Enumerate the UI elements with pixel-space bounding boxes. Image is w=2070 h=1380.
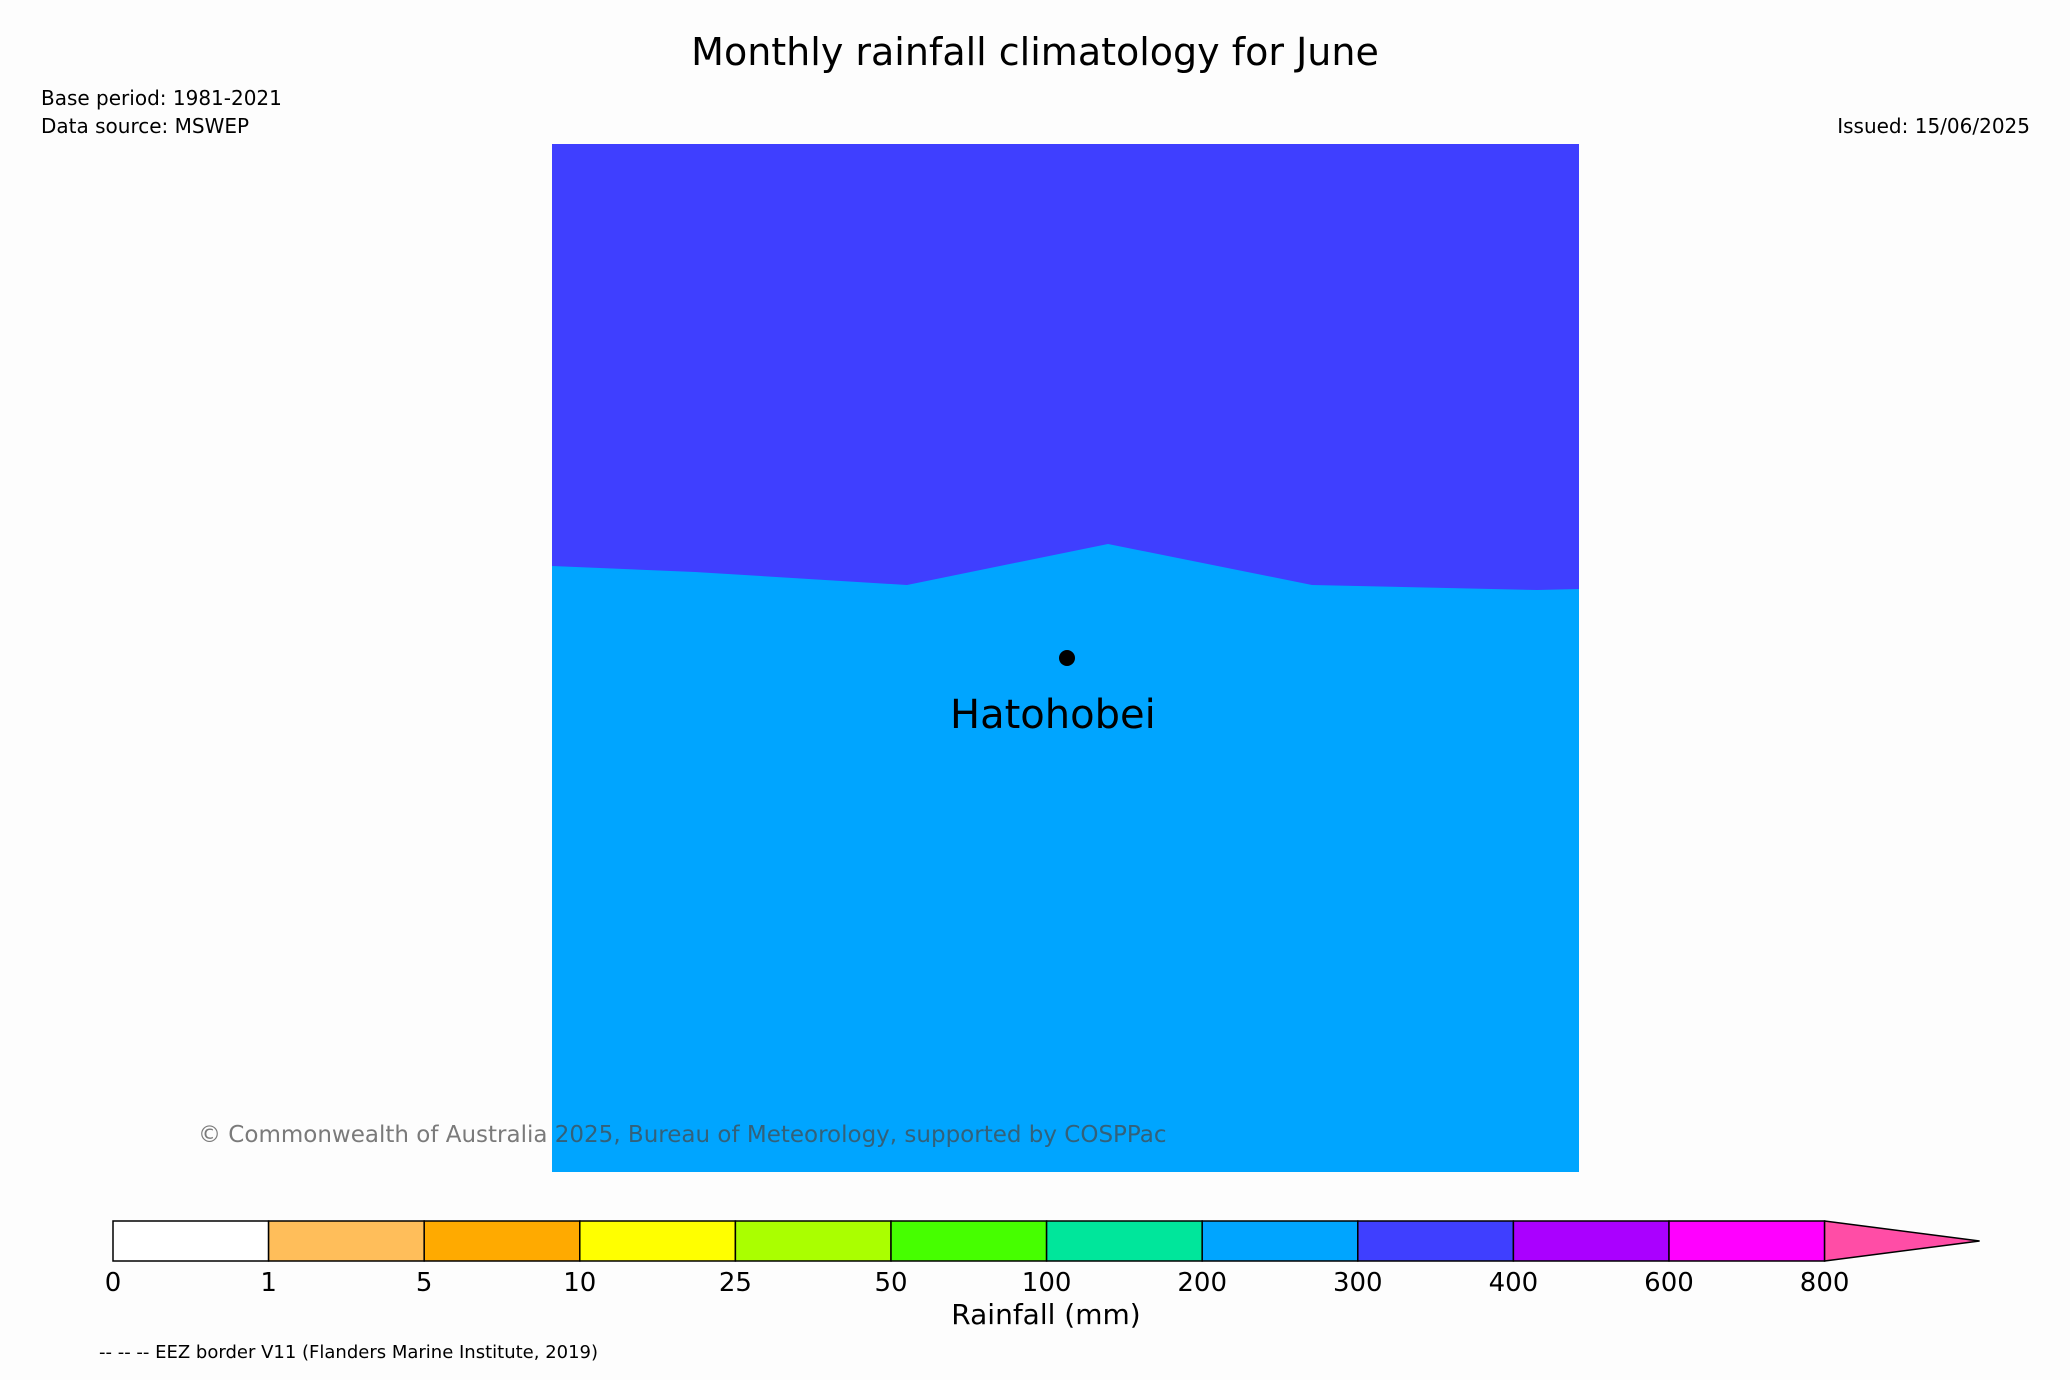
colorbar-tick-label: 1 bbox=[260, 1268, 277, 1298]
colorbar-tick-label: 200 bbox=[1177, 1268, 1228, 1298]
colorbar-segment bbox=[267, 1220, 425, 1262]
data-source: Data source: MSWEP bbox=[41, 114, 250, 138]
colorbar-tick-label: 600 bbox=[1644, 1268, 1694, 1298]
page-title: Monthly rainfall climatology for June bbox=[691, 30, 1379, 74]
colorbar-extend-arrow bbox=[1823, 1220, 1980, 1262]
location-marker bbox=[1059, 650, 1075, 666]
colorbar-segment bbox=[1045, 1220, 1203, 1262]
copyright-text: © Commonwealth of Australia 2025, Bureau… bbox=[198, 1122, 1167, 1148]
colorbar-tick-label: 300 bbox=[1332, 1268, 1383, 1298]
colorbar-segment bbox=[579, 1220, 737, 1262]
colorbar bbox=[112, 1218, 1992, 1268]
colorbar-tick-label: 100 bbox=[1021, 1268, 1072, 1298]
colorbar-segment bbox=[734, 1220, 892, 1262]
colorbar-segment bbox=[1201, 1220, 1359, 1262]
colorbar-segment bbox=[423, 1220, 581, 1262]
metadata-left: Base period: 1981-2021 Data source: MSWE… bbox=[41, 84, 282, 140]
colorbar-segment bbox=[1357, 1220, 1515, 1262]
colorbar-tick-label: 5 bbox=[415, 1268, 433, 1298]
rainfall-map[interactable] bbox=[552, 144, 1579, 1172]
colorbar-segment bbox=[112, 1220, 270, 1262]
colorbar-label: Rainfall (mm) bbox=[951, 1298, 1141, 1331]
base-period: Base period: 1981-2021 bbox=[41, 86, 282, 110]
colorbar-tick-label: 10 bbox=[563, 1268, 597, 1298]
colorbar-tick-label: 25 bbox=[718, 1268, 752, 1298]
colorbar-tick-label: 50 bbox=[874, 1268, 908, 1298]
colorbar-tick-label: 800 bbox=[1799, 1268, 1850, 1298]
colorbar-segment bbox=[1668, 1220, 1826, 1262]
issued-date: Issued: 15/06/2025 bbox=[1837, 114, 2030, 138]
map-region-north bbox=[552, 144, 1579, 590]
location-label: Hatohobei bbox=[950, 692, 1156, 738]
colorbar-segment bbox=[890, 1220, 1048, 1262]
colorbar-tick-label: 400 bbox=[1488, 1268, 1539, 1298]
colorbar-segment bbox=[1512, 1220, 1670, 1262]
colorbar-tick-label: 0 bbox=[104, 1268, 122, 1298]
footnote: -- -- -- EEZ border V11 (Flanders Marine… bbox=[99, 1342, 599, 1363]
